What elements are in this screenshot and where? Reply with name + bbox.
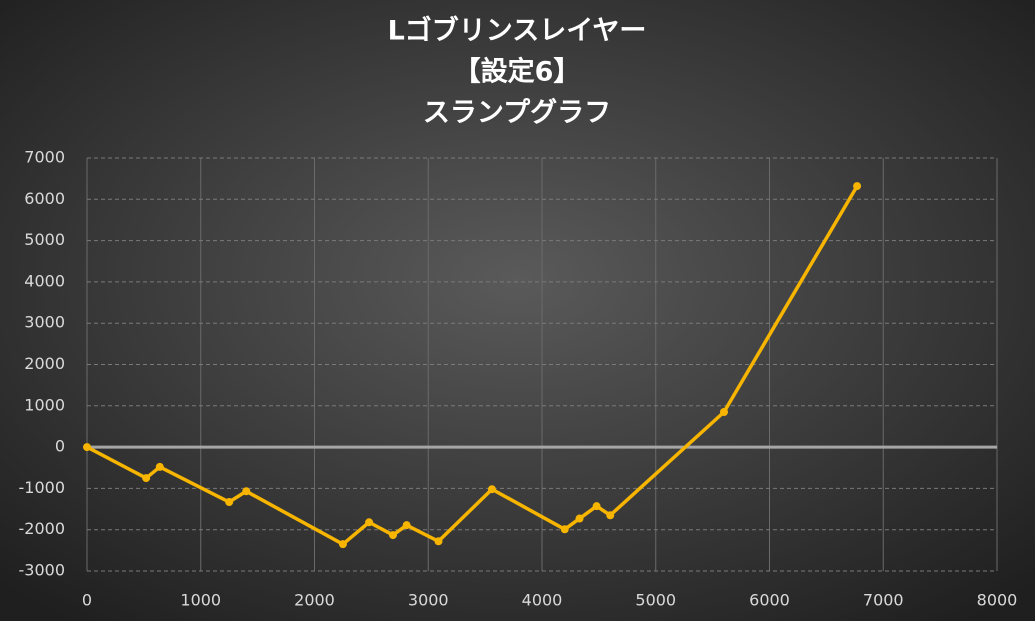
- marker: [83, 443, 91, 452]
- x-tick-label: 5000: [635, 591, 676, 610]
- y-tick-label: 6000: [24, 189, 65, 208]
- y-tick-label: 5000: [24, 230, 65, 249]
- marker: [365, 518, 374, 527]
- marker: [720, 407, 728, 416]
- y-tick-label: -2000: [19, 519, 66, 538]
- x-tick-label: 1000: [180, 591, 221, 610]
- marker: [575, 514, 584, 523]
- x-tick-label: 7000: [863, 591, 904, 610]
- y-tick-label: -3000: [19, 561, 66, 580]
- marker: [592, 502, 601, 511]
- marker: [853, 182, 862, 191]
- x-tick-label: 6000: [749, 591, 790, 610]
- y-tick-label: 3000: [24, 313, 65, 332]
- marker: [142, 474, 151, 483]
- y-tick-label: 7000: [24, 148, 65, 167]
- marker: [338, 540, 347, 549]
- y-tick-label: 2000: [24, 354, 65, 373]
- x-tick-label: 8000: [977, 591, 1018, 610]
- marker: [225, 498, 234, 507]
- marker: [155, 462, 164, 471]
- x-tick-label: 0: [82, 591, 92, 610]
- marker: [606, 511, 615, 520]
- marker: [434, 537, 443, 546]
- marker: [402, 521, 411, 530]
- x-tick-label: 3000: [408, 591, 449, 610]
- marker: [487, 485, 496, 494]
- marker: [242, 487, 251, 496]
- y-tick-label: 4000: [24, 271, 65, 290]
- chart-title: 【設定6】: [454, 56, 581, 88]
- x-tick-label: 4000: [522, 591, 563, 610]
- y-tick-label: -1000: [19, 478, 66, 497]
- chart-title: スランプグラフ: [423, 97, 611, 129]
- x-tick-label: 2000: [294, 591, 335, 610]
- chart-title: Lゴブリンスレイヤー: [388, 15, 647, 47]
- y-tick-label: 1000: [24, 395, 65, 414]
- marker: [560, 525, 569, 534]
- marker: [388, 531, 397, 540]
- y-tick-label: 0: [55, 437, 65, 456]
